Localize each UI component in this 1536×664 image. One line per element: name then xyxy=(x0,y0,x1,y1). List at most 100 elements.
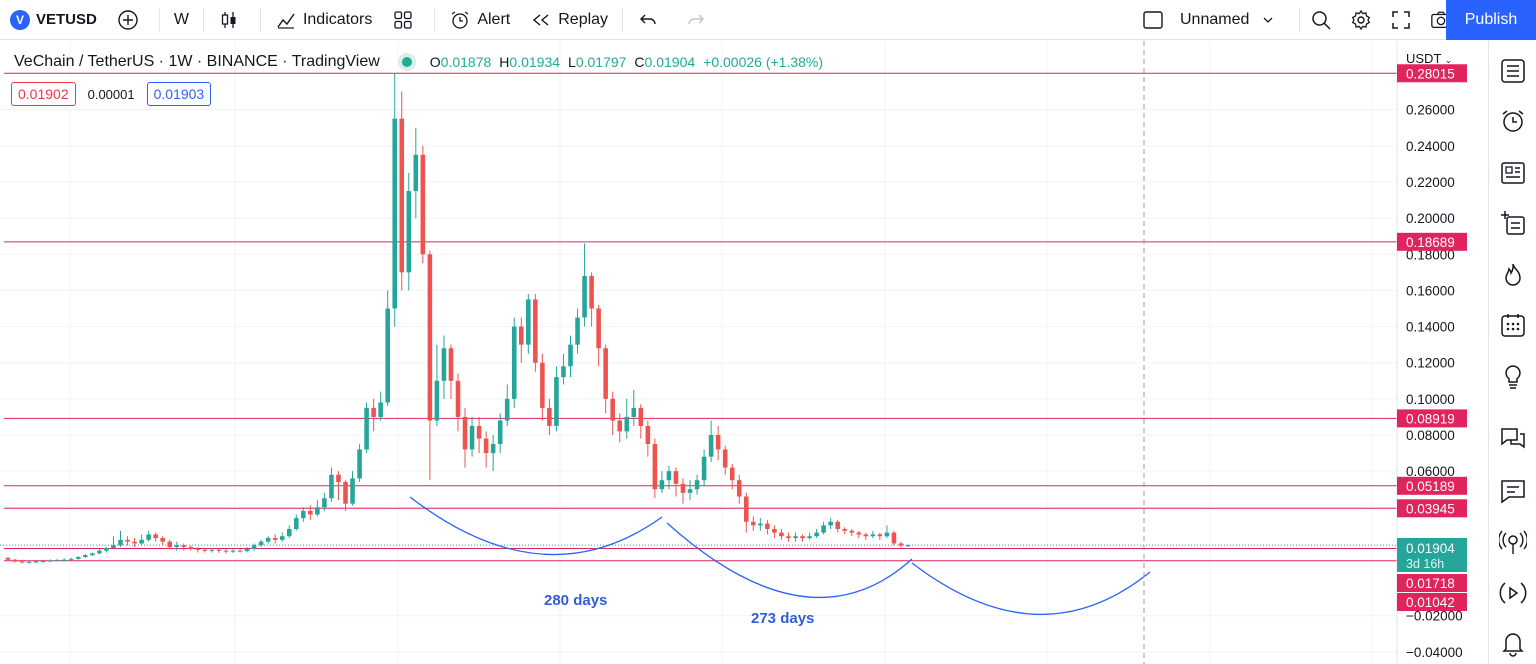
candle-body xyxy=(638,407,644,426)
candle-body xyxy=(167,541,173,548)
candle-body xyxy=(533,299,538,363)
candle-body xyxy=(378,402,383,417)
candle-body xyxy=(336,474,341,482)
candle-body xyxy=(800,536,805,539)
candle-body xyxy=(230,550,236,552)
level-price-tag xyxy=(1397,476,1467,495)
cycle-label-1: 280 days xyxy=(544,592,607,609)
candle-body xyxy=(104,547,109,551)
candle-body xyxy=(153,534,158,539)
candle-body xyxy=(251,545,257,549)
candle-body xyxy=(448,348,454,381)
candle-body xyxy=(736,480,742,497)
level-price-text: 0.28015 xyxy=(1406,66,1455,81)
ideas-lightbulb-icon[interactable] xyxy=(1499,363,1527,391)
candle-body xyxy=(891,532,897,544)
candle-body xyxy=(19,561,25,563)
fullscreen-button[interactable] xyxy=(1384,0,1424,40)
undo-button[interactable] xyxy=(627,0,675,40)
cycle-label-2: 273 days xyxy=(751,610,814,627)
candle-body xyxy=(490,444,496,454)
candle-body xyxy=(322,498,327,508)
alert-button[interactable]: Alert xyxy=(439,0,520,40)
candle-body xyxy=(849,530,855,533)
price-tick-label: 0.06000 xyxy=(1406,464,1455,479)
price-chart[interactable]: 280 days 273 days 0.260000.240000.220000… xyxy=(0,41,1488,664)
chats-icon[interactable] xyxy=(1499,425,1527,453)
candle-body xyxy=(286,528,292,537)
candle-body xyxy=(160,538,165,542)
level-price-text: 0.01042 xyxy=(1406,595,1455,610)
candle-body xyxy=(483,438,489,454)
level-price-tag xyxy=(1397,574,1467,592)
candle-body xyxy=(223,550,229,552)
bell-icon[interactable] xyxy=(1499,629,1527,657)
candle-body xyxy=(301,510,306,519)
candle-body xyxy=(209,549,215,551)
alarm-clock-icon[interactable] xyxy=(1499,107,1527,135)
candle-body xyxy=(371,407,376,417)
chart-type-button[interactable] xyxy=(208,0,256,40)
settings-button[interactable] xyxy=(1344,0,1384,40)
indicators-label: Indicators xyxy=(302,10,373,28)
buy-price-button[interactable]: 0.01903 xyxy=(146,82,212,106)
templates-button[interactable] xyxy=(382,0,430,40)
candle-body xyxy=(118,539,123,546)
candle-body xyxy=(708,435,714,457)
publish-button[interactable]: Publish xyxy=(1446,0,1536,40)
candle-body xyxy=(772,528,777,533)
level-price-text: 0.03945 xyxy=(1406,501,1455,516)
replay-button[interactable]: Replay xyxy=(520,0,618,40)
sell-price-button[interactable]: 0.01902 xyxy=(11,82,76,106)
top-toolbar: V VETUSD W Indicators Alert xyxy=(0,0,1536,40)
indicators-button[interactable]: Indicators xyxy=(265,0,382,40)
candle-body xyxy=(308,510,313,515)
redo-button[interactable] xyxy=(675,0,723,40)
news-icon[interactable] xyxy=(1499,159,1527,187)
candle-body xyxy=(61,559,67,561)
symbol-search[interactable]: V VETUSD xyxy=(0,0,107,40)
divider xyxy=(434,7,436,32)
candle-body xyxy=(406,191,412,273)
ohlc-close: C0.01904 xyxy=(634,54,696,70)
candle-body xyxy=(315,507,320,515)
play-circle-icon[interactable] xyxy=(1499,579,1527,607)
market-status-dot[interactable] xyxy=(401,57,412,67)
candle-body xyxy=(54,560,60,562)
streams-icon[interactable] xyxy=(1499,529,1527,557)
message-icon[interactable] xyxy=(1499,477,1527,505)
search-button[interactable] xyxy=(1304,0,1344,40)
candle-body xyxy=(97,550,102,554)
watchlist-icon[interactable] xyxy=(1499,57,1527,85)
candle-body xyxy=(357,449,362,479)
candle-body xyxy=(673,471,679,484)
candle-body xyxy=(694,480,700,490)
calendar-icon[interactable] xyxy=(1499,311,1527,339)
candle-body xyxy=(343,481,348,504)
ohlc-low: L0.01797 xyxy=(568,54,627,70)
candle-body xyxy=(596,308,601,349)
candle-body xyxy=(504,398,510,421)
candle-body xyxy=(631,407,637,417)
plus-circle-icon xyxy=(117,9,139,31)
candle-body xyxy=(680,483,686,493)
hotlist-flame-icon[interactable] xyxy=(1499,261,1527,289)
vechain-logo: V xyxy=(10,9,30,30)
price-tick-label: 0.18000 xyxy=(1406,247,1455,262)
candle-body xyxy=(265,538,271,542)
level-price-text: 0.05189 xyxy=(1406,479,1455,494)
chart-title[interactable]: VeChain / TetherUS · 1W · BINANCE · Trad… xyxy=(14,53,380,70)
compare-button[interactable] xyxy=(107,0,155,40)
candle-body xyxy=(898,543,904,546)
candle-body xyxy=(5,557,11,560)
currency-select[interactable]: USDT ⌄ xyxy=(1406,51,1452,66)
layout-select[interactable]: Unnamed xyxy=(1132,0,1295,40)
interval-button[interactable]: W xyxy=(164,0,199,40)
price-tick-label: −0.02000 xyxy=(1406,609,1463,624)
interval-label: W xyxy=(173,10,189,28)
add-list-icon[interactable] xyxy=(1499,209,1527,237)
candle-body xyxy=(125,539,130,542)
candle-body xyxy=(399,118,405,273)
current-price-value: 0.01904 xyxy=(1406,541,1455,556)
candle-body xyxy=(589,275,594,309)
